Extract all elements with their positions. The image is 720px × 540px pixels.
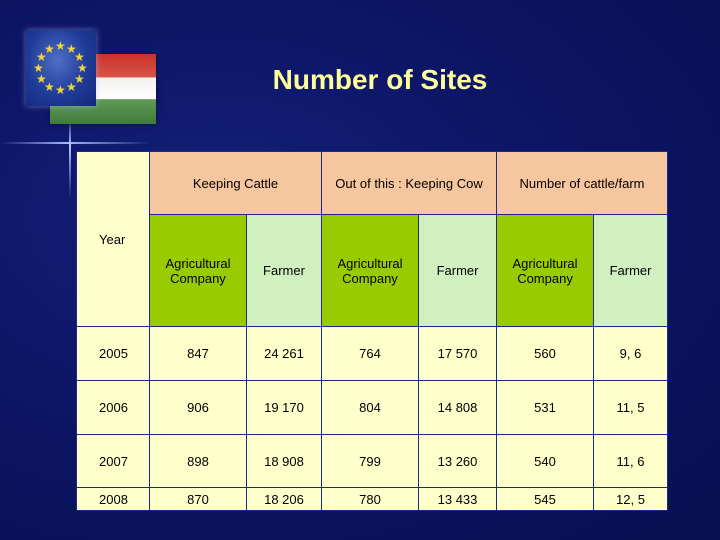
table-cell: 11, 6 bbox=[593, 434, 669, 488]
table-cell: 24 261 bbox=[246, 326, 322, 381]
subheader-farmer: Farmer bbox=[417, 214, 498, 327]
year-cell: 2005 bbox=[76, 326, 150, 381]
table-cell: 14 808 bbox=[417, 380, 498, 435]
star-icon: ★ bbox=[66, 80, 77, 95]
eu-stars: ★ ★ ★ ★ ★ ★ ★ ★ ★ ★ ★ ★ bbox=[26, 30, 96, 106]
cattle-sites-table: Year Keeping Cattle Out of this : Keepin… bbox=[76, 151, 669, 511]
star-icon: ★ bbox=[35, 50, 47, 64]
table-cell: 18 908 bbox=[246, 434, 322, 488]
eu-flag-icon: ★ ★ ★ ★ ★ ★ ★ ★ ★ ★ ★ ★ bbox=[26, 30, 96, 106]
star-icon: ★ bbox=[55, 83, 66, 97]
table-row: 2005 847 24 261 764 17 570 560 9, 6 bbox=[76, 326, 669, 381]
subheader-company: Agricultural Company bbox=[321, 214, 419, 327]
subheader-company: Agricultural Company bbox=[149, 214, 247, 327]
star-icon: ★ bbox=[66, 41, 77, 56]
table-row: 2007 898 18 908 799 13 260 540 11, 6 bbox=[76, 434, 669, 488]
table-cell: 17 570 bbox=[417, 326, 498, 381]
table-cell: 12, 5 bbox=[593, 487, 669, 511]
table-cell: 11, 5 bbox=[593, 380, 669, 435]
star-icon: ★ bbox=[55, 39, 66, 53]
table-cell: 9, 6 bbox=[593, 326, 669, 381]
header-row-groups: Year Keeping Cattle Out of this : Keepin… bbox=[76, 151, 669, 327]
group-header-keeping-cattle: Keeping Cattle bbox=[149, 151, 322, 215]
table-cell: 19 170 bbox=[246, 380, 322, 435]
year-cell: 2007 bbox=[76, 434, 150, 488]
table-cell: 906 bbox=[149, 380, 247, 435]
decorative-horizontal-line bbox=[0, 142, 150, 144]
table-row: 2006 906 19 170 804 14 808 531 11, 5 bbox=[76, 380, 669, 435]
subheader-company: Agricultural Company bbox=[496, 214, 595, 327]
page-title: Number of Sites bbox=[272, 64, 488, 95]
star-icon: ★ bbox=[33, 61, 44, 75]
star-icon: ★ bbox=[44, 41, 55, 56]
star-icon: ★ bbox=[35, 72, 47, 86]
decorative-vertical-line bbox=[69, 118, 71, 198]
table-cell: 898 bbox=[149, 434, 247, 488]
table-cell: 545 bbox=[496, 487, 595, 511]
year-cell: 2006 bbox=[76, 380, 150, 435]
star-icon: ★ bbox=[77, 61, 88, 75]
subheader-farmer: Farmer bbox=[246, 214, 322, 327]
table-cell: 870 bbox=[149, 487, 247, 511]
table-cell: 531 bbox=[496, 380, 595, 435]
group-header-keeping-cow: Out of this : Keeping Cow bbox=[320, 151, 498, 215]
table-cell: 799 bbox=[321, 434, 419, 488]
year-header: Year bbox=[76, 151, 150, 327]
table-cell: 13 260 bbox=[417, 434, 498, 488]
star-icon: ★ bbox=[74, 72, 85, 86]
table-cell: 780 bbox=[321, 487, 419, 511]
table-row: 2008 870 18 206 780 13 433 545 12, 5 bbox=[76, 487, 669, 511]
subheader-farmer: Farmer bbox=[593, 214, 669, 327]
table-cell: 560 bbox=[496, 326, 595, 381]
table-cell: 764 bbox=[321, 326, 419, 381]
table-cell: 804 bbox=[321, 380, 419, 435]
header-row-subgroups: Agricultural Company Farmer Agricultural… bbox=[77, 214, 669, 327]
table-cell: 540 bbox=[496, 434, 595, 488]
group-header-cattle-per-farm: Number of cattle/farm bbox=[496, 151, 669, 215]
table-cell: 13 433 bbox=[417, 487, 498, 511]
year-cell: 2008 bbox=[76, 487, 150, 511]
star-icon: ★ bbox=[44, 80, 55, 95]
table-cell: 18 206 bbox=[246, 487, 322, 511]
star-icon: ★ bbox=[74, 50, 85, 64]
flags-logo: ★ ★ ★ ★ ★ ★ ★ ★ ★ ★ ★ ★ bbox=[22, 26, 162, 126]
table-cell: 847 bbox=[149, 326, 247, 381]
